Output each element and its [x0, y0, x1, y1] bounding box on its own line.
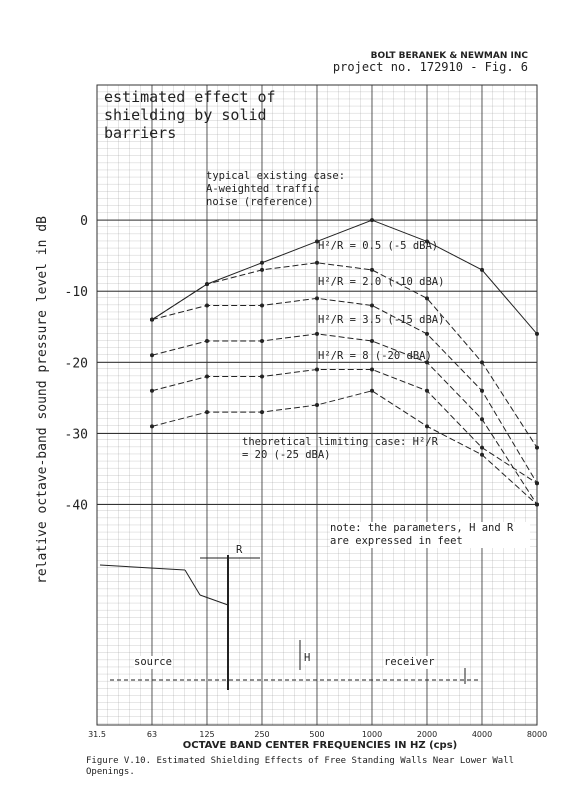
- figure-caption: Figure V.10. Estimated Shielding Effects…: [86, 756, 515, 777]
- data-point: [425, 331, 429, 336]
- chart-title: estimated effect of shielding by solid b…: [104, 88, 276, 142]
- data-point: [150, 353, 154, 358]
- data-point: [480, 452, 484, 457]
- data-point: [535, 445, 539, 450]
- data-point: [425, 360, 429, 365]
- y-tick-label: -10: [65, 285, 88, 300]
- series-line: [151, 219, 538, 335]
- ray: [99, 564, 186, 571]
- series-line: [151, 333, 538, 505]
- data-point: [150, 424, 154, 429]
- series-line: [151, 368, 538, 484]
- data-point: [260, 410, 264, 415]
- data-point: [205, 410, 209, 415]
- data-point: [315, 239, 319, 244]
- x-tick-label: 63: [147, 730, 157, 739]
- data-point: [370, 303, 374, 308]
- data-point: [260, 267, 264, 272]
- data-point: [260, 339, 264, 343]
- data-point: [315, 367, 319, 372]
- data-point: [480, 267, 484, 272]
- x-tick-label: 8000: [527, 730, 547, 739]
- series-label: H²/R = 3.5 (-15 dBA): [318, 314, 445, 326]
- data-point: [370, 267, 374, 272]
- data-point: [315, 260, 319, 265]
- y-tick-label: -30: [65, 427, 88, 442]
- diagram-label: source: [134, 656, 172, 669]
- diagram-label: receiver: [384, 656, 435, 669]
- note: note: the parameters, H and R are expres…: [330, 522, 530, 548]
- data-point: [260, 374, 264, 379]
- x-tick-label: 2000: [417, 730, 437, 739]
- diagram-label: R: [236, 544, 243, 557]
- x-axis-label: OCTAVE BAND CENTER FREQUENCIES IN HZ (cp…: [183, 740, 458, 751]
- series-line: [151, 262, 538, 448]
- data-point: [480, 388, 484, 393]
- data-point: [480, 445, 484, 450]
- data-point: [205, 303, 209, 308]
- data-point: [480, 360, 484, 365]
- ray: [199, 594, 229, 606]
- series-label: H²/R = 2.0 (-10 dBA): [318, 276, 445, 288]
- data-point: [150, 317, 154, 322]
- series-label: H²/R = 0.5 (-5 dBA): [318, 240, 439, 252]
- x-tick-label: 125: [199, 730, 214, 739]
- series-label: theoretical limiting case: H²/R = 20 (-2…: [242, 436, 438, 461]
- diagram-label: H: [304, 652, 311, 665]
- series-label: H²/R = 8 (-20 dBA): [318, 350, 432, 362]
- barrier-diagram: [99, 555, 480, 690]
- data-point: [205, 339, 209, 343]
- x-tick-label: 500: [309, 730, 324, 739]
- series-line: [151, 297, 538, 484]
- y-tick-label: -20: [65, 356, 88, 371]
- marks: [150, 218, 539, 507]
- x-tick-label: 1000: [362, 730, 382, 739]
- data-point: [425, 388, 429, 393]
- x-tick-label: 4000: [472, 730, 492, 739]
- series-line: [151, 390, 538, 505]
- data-point: [370, 218, 374, 223]
- data-point: [260, 303, 264, 308]
- y-axis-label: relative octave-band sound pressure leve…: [35, 216, 50, 584]
- data-point: [370, 339, 374, 343]
- y-tick-label: -40: [65, 499, 88, 514]
- header: BOLT BERANEK & NEWMAN INC: [371, 51, 529, 61]
- data-point: [370, 388, 374, 393]
- data-point: [260, 260, 264, 265]
- data-point: [535, 481, 539, 486]
- data-point: [480, 417, 484, 422]
- data-point: [425, 424, 429, 429]
- x-tick-label: 250: [254, 730, 269, 739]
- data-point: [315, 403, 319, 407]
- ray: [184, 569, 201, 596]
- data-point: [205, 374, 209, 379]
- data-point: [370, 367, 374, 372]
- series-label: typical existing case: A-weighted traffi…: [206, 170, 346, 208]
- data-point: [425, 296, 429, 301]
- data-point: [205, 282, 209, 287]
- data-point: [150, 388, 154, 393]
- y-tick-label: 0: [80, 214, 88, 229]
- data-point: [315, 331, 319, 336]
- x-tick-label: 31.5: [88, 730, 106, 739]
- data-point: [535, 502, 539, 507]
- project-number: project no. 172910 - Fig. 6: [333, 60, 528, 74]
- data-point: [425, 239, 429, 244]
- data-point: [315, 296, 319, 301]
- data-point: [535, 331, 539, 336]
